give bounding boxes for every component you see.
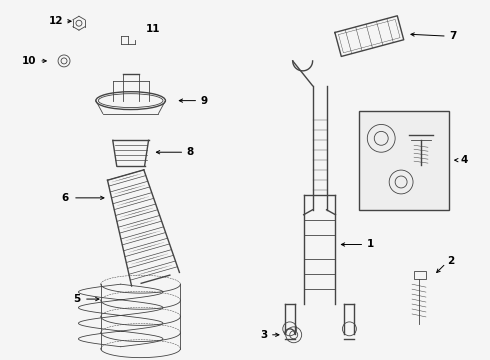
Text: 4: 4 bbox=[461, 155, 468, 165]
Text: 2: 2 bbox=[447, 256, 454, 266]
Text: 6: 6 bbox=[62, 193, 69, 203]
Text: 8: 8 bbox=[186, 147, 194, 157]
Text: 3: 3 bbox=[261, 330, 268, 340]
Text: 11: 11 bbox=[146, 24, 160, 34]
Text: 1: 1 bbox=[368, 239, 374, 249]
Text: 7: 7 bbox=[449, 31, 456, 41]
Text: 9: 9 bbox=[200, 96, 207, 105]
Bar bbox=[414, 271, 426, 279]
Text: 5: 5 bbox=[74, 294, 81, 304]
Text: 12: 12 bbox=[49, 16, 63, 26]
Bar bbox=[359, 111, 449, 210]
Text: 10: 10 bbox=[22, 56, 36, 66]
